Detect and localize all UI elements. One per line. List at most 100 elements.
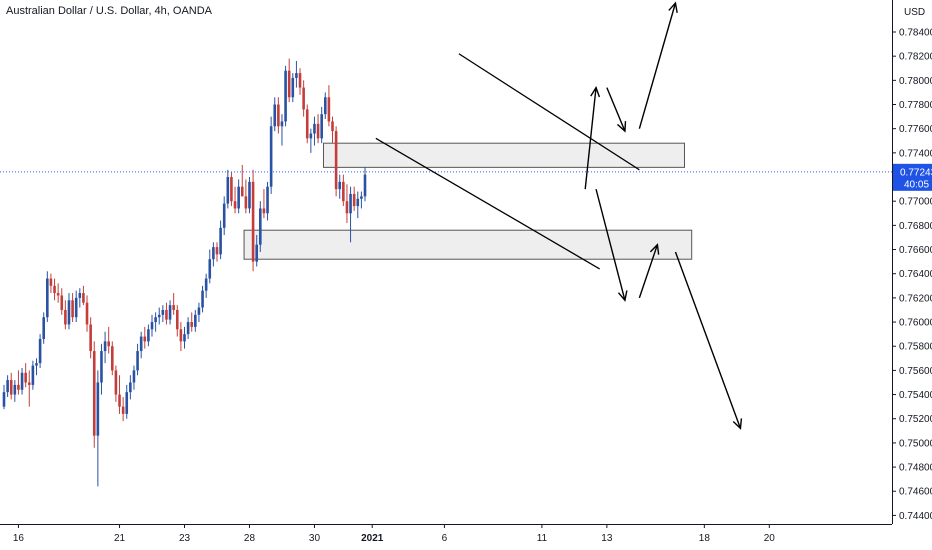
y-tick-label: 0.74400 [899,511,932,522]
candle-body [2,392,6,407]
y-tick-label: 0.74600 [899,487,932,498]
candle-body [273,104,277,127]
candle-body [215,247,219,255]
candle-body [89,324,92,352]
plot-background [0,0,892,524]
candle-body [291,77,295,98]
candle-body [67,300,71,325]
candle-body [316,123,320,139]
candle-body [27,382,31,385]
zone-rect-1 [243,229,693,260]
candle-body [338,181,342,190]
candle-body [204,278,208,291]
candle-body [197,307,201,315]
candle-body [100,351,103,383]
candle-body [139,336,143,352]
candle-body [295,73,298,78]
candle-body [13,384,17,395]
candle-body [17,384,20,390]
candle-body [38,338,42,364]
candle-body [165,309,168,320]
candle-body [168,305,172,320]
trendline-0 [458,53,640,171]
candle-body [118,394,121,407]
x-tick-label: 13 [601,533,613,544]
candle-body [60,295,64,310]
y-tick-label: 0.76800 [899,221,932,232]
arrow-shaft-2 [638,2,677,129]
current-price-badge [893,163,932,191]
y-tick-label: 0.77400 [899,148,932,159]
candle-body [277,104,280,127]
currency-label: USD [904,7,925,18]
candle-body [255,244,258,262]
candle-body [280,121,284,127]
candle-body [259,208,262,245]
candle-body [305,109,309,139]
arrow-head-2 [668,1,678,13]
candle-body [331,121,334,132]
candle-body [121,406,125,414]
arrow-head-4 [649,243,660,255]
y-tick-label: 0.78000 [899,76,932,87]
candle-body [35,363,38,366]
x-tick-label: 30 [309,533,321,544]
candle-body [266,186,269,214]
arrow-shaft-4 [638,244,659,299]
candle-body [71,300,74,318]
candle-body [219,227,222,255]
candle-body [157,314,161,318]
candle-body [323,97,327,115]
candle-body [107,341,110,347]
price-axis-panel [892,0,932,550]
zones-layer [243,142,693,260]
candle-body [320,114,323,139]
candle-body [143,336,147,342]
countdown-label: 40:05 [904,179,929,190]
candle-body [212,247,215,260]
candle-body [244,196,248,209]
candle-body [111,346,114,371]
x-tick-label: 16 [13,533,25,544]
candle-body [345,201,349,214]
zone-rect-0 [322,142,685,168]
candle-body [327,97,331,122]
candle-body [132,370,136,383]
candle-body [103,341,107,352]
candle-body [194,314,197,327]
candle-body [356,198,360,207]
x-tick-label: 28 [244,533,256,544]
y-tick-label: 0.78400 [899,28,932,39]
candle-body [154,317,157,323]
y-tick-label: 0.75400 [899,390,932,401]
x-tick-label: 6 [442,533,448,544]
candle-body [179,329,183,342]
candle-body [309,133,313,139]
x-tick-label: 20 [764,533,776,544]
candle-body [20,372,24,390]
x-tick-label: 18 [699,533,711,544]
y-tick-label: 0.78200 [899,52,932,63]
grid-layer [0,0,892,524]
candle-body [298,73,302,88]
candle-body [96,382,100,436]
candle-body [183,334,186,342]
candle-body [262,208,266,214]
candle-body [78,293,82,298]
candle-body [251,181,255,262]
candle-body [82,293,85,303]
candle-body [342,181,345,202]
candle-body [92,351,96,436]
arrow-shaft-1 [606,87,626,132]
candle-body [161,309,165,315]
candle-body [31,365,35,385]
candle-body [287,70,291,98]
arrow-head-0 [590,85,601,98]
candle-body [302,87,305,110]
candle-body [222,203,226,228]
candle-body [42,317,46,339]
candle-body [313,123,316,134]
candle-body [226,177,230,204]
trendline-1 [375,137,600,270]
